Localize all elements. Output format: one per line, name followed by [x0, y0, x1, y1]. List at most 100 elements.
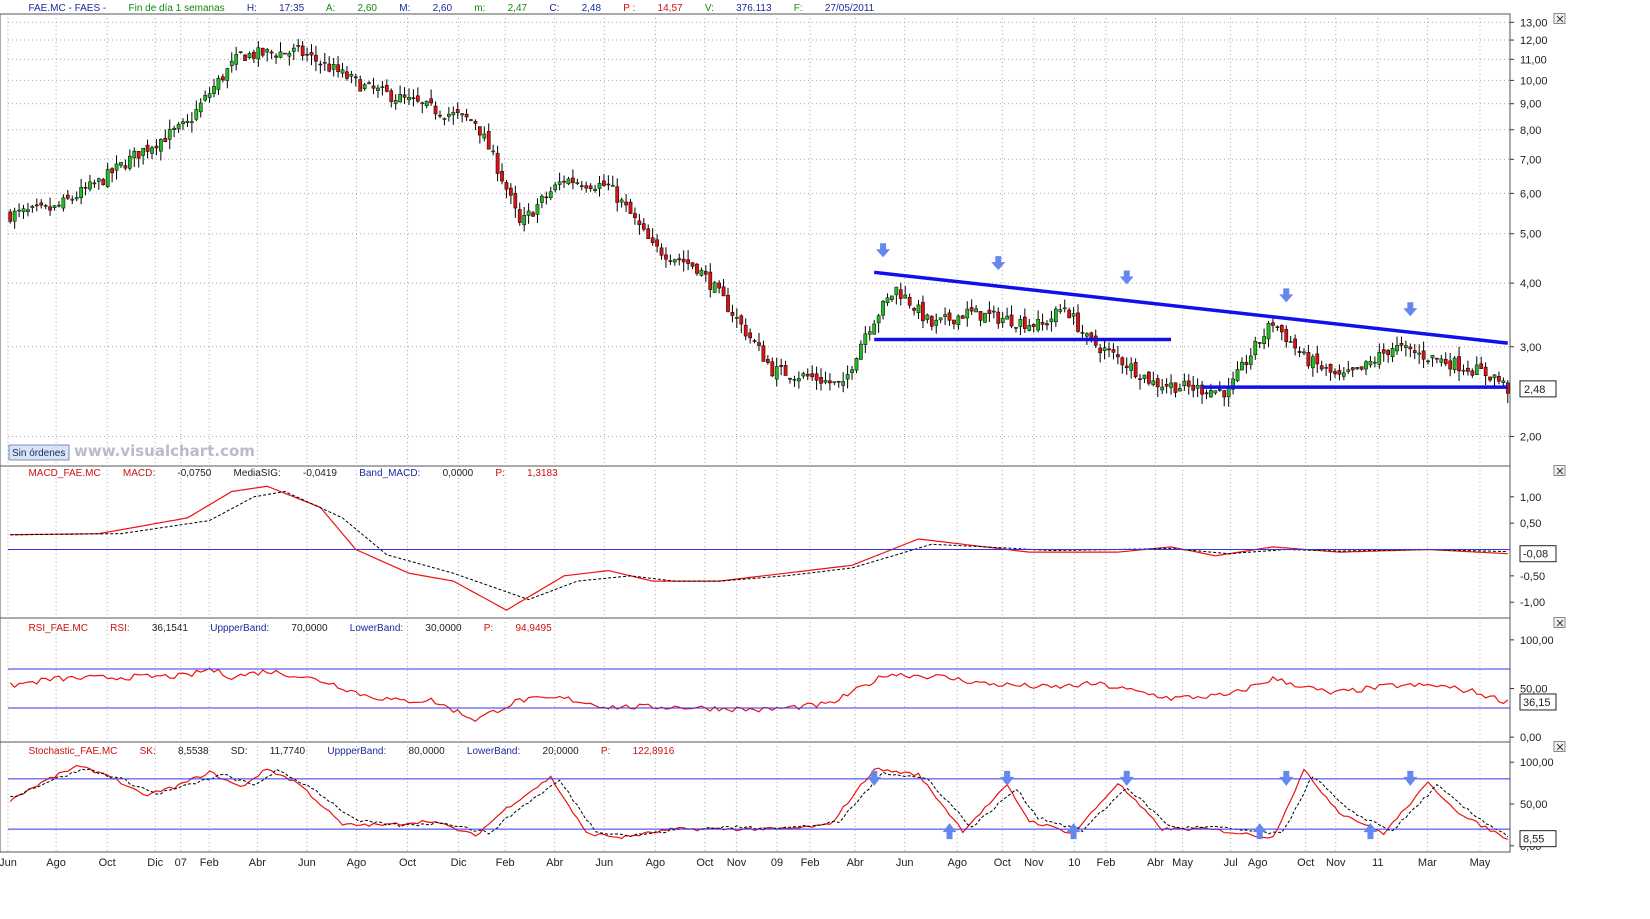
- rsi-header: RSI_FAE.MC RSI: 36,1541 UppperBand: 70,0…: [9, 623, 566, 634]
- candle-body: [389, 90, 394, 102]
- high-label: M:: [399, 3, 410, 14]
- candle-body: [198, 102, 203, 113]
- candle-body: [845, 374, 850, 380]
- candle-body: [1116, 354, 1120, 358]
- candle-body: [1191, 384, 1196, 391]
- candle-body: [929, 316, 934, 327]
- candle-body: [61, 197, 66, 209]
- candle-body: [190, 121, 194, 123]
- candle-body: [309, 52, 314, 56]
- candle-body: [814, 373, 819, 381]
- candle-body: [1169, 382, 1173, 388]
- candle-body: [367, 82, 371, 84]
- stoch-up-arrow-icon: [1252, 823, 1267, 840]
- candle-body: [1231, 378, 1235, 390]
- candle-body: [1257, 342, 1262, 344]
- candle-body: [1448, 360, 1453, 370]
- rsi-lower-value: 30,0000: [425, 623, 462, 634]
- open-label: A:: [326, 3, 335, 14]
- candle-body: [1036, 318, 1040, 331]
- macd-sig-value: -0,0419: [303, 468, 337, 479]
- candle-body: [207, 93, 212, 98]
- candle-body: [123, 165, 128, 169]
- candle-body: [34, 204, 39, 207]
- axis-layer: Jun Ago Oct Dic 07 Feb Abr Jun Ago Oct Dic Feb Abr Ju…: [0, 17, 1557, 869]
- x-tick-label: Abr: [546, 857, 563, 869]
- candle-body: [517, 209, 522, 223]
- candle-body: [1501, 380, 1506, 383]
- rsi-label: RSI:: [110, 623, 129, 634]
- candle-body: [1439, 358, 1444, 363]
- candle-body: [1222, 390, 1227, 398]
- candle-body: [30, 205, 35, 208]
- candle-body: [314, 54, 318, 62]
- macd-band-value: 0,0000: [443, 468, 474, 479]
- candle-body: [703, 271, 708, 275]
- stoch-p-value: 122,8916: [633, 746, 675, 757]
- candle-body: [633, 213, 637, 219]
- price-tick-label: 3,00: [1520, 342, 1541, 354]
- macd-frame: [0, 465, 1511, 619]
- candle-body: [1262, 336, 1266, 344]
- candle-body: [145, 144, 150, 152]
- candle-body: [805, 373, 810, 377]
- rsi-last-box: [1519, 693, 1557, 711]
- candle-body: [83, 186, 88, 189]
- candle-body: [526, 210, 531, 216]
- candle-body: [429, 98, 433, 104]
- candle-body: [1098, 347, 1103, 354]
- candle-body: [447, 113, 451, 117]
- candle-body: [624, 201, 628, 206]
- candle-body: [677, 258, 682, 261]
- candle-body: [1200, 384, 1204, 395]
- candle-body: [154, 145, 159, 149]
- candle-body: [256, 47, 261, 60]
- candle-body: [1461, 369, 1466, 372]
- candle-body: [1018, 318, 1023, 327]
- candle-body: [836, 380, 841, 383]
- candle-body: [1426, 360, 1430, 363]
- candle-body: [1071, 313, 1076, 317]
- candle-body: [1488, 376, 1492, 381]
- candle-body: [203, 95, 208, 101]
- candle-body: [1005, 315, 1009, 320]
- candle-body: [509, 187, 513, 196]
- candle-body: [952, 319, 956, 325]
- candle-body: [1328, 363, 1333, 373]
- stoch-up-arrow-icon: [1363, 823, 1378, 840]
- x-tick-label: Ago: [1248, 857, 1268, 869]
- candle-body: [234, 54, 239, 65]
- candle-body: [349, 74, 354, 77]
- candle-body: [974, 308, 978, 313]
- candle-body: [1080, 332, 1085, 334]
- rsi-tick-label: 0,00: [1520, 732, 1541, 744]
- candle-body: [1364, 361, 1368, 370]
- candle-body: [890, 295, 894, 300]
- candle-body: [531, 212, 535, 217]
- candle-body: [336, 64, 340, 72]
- macd-tick-label: 0,50: [1520, 518, 1541, 530]
- candle-body: [544, 196, 549, 199]
- candle-body: [779, 365, 784, 367]
- candle-body: [269, 51, 274, 54]
- x-tick-label: 09: [771, 857, 783, 869]
- stoch-down-arrow-icon: [1000, 770, 1015, 786]
- candle-body: [65, 194, 70, 199]
- candle-body: [1412, 350, 1417, 354]
- candle-body: [1271, 322, 1275, 326]
- candle-body: [1217, 389, 1222, 391]
- candle-body: [8, 211, 13, 222]
- candle-body: [641, 223, 646, 230]
- x-tick-label: 07: [175, 857, 187, 869]
- candle-body: [1333, 371, 1337, 374]
- candle-body: [21, 208, 26, 213]
- orders-button[interactable]: [8, 444, 70, 461]
- candle-body: [757, 342, 761, 346]
- candle-body: [1284, 329, 1289, 342]
- macd-band-label: Band_MACD:: [359, 468, 420, 479]
- candle-body: [176, 123, 181, 130]
- candle-body: [17, 209, 21, 212]
- candle-body: [655, 239, 659, 247]
- candle-body: [1373, 361, 1377, 364]
